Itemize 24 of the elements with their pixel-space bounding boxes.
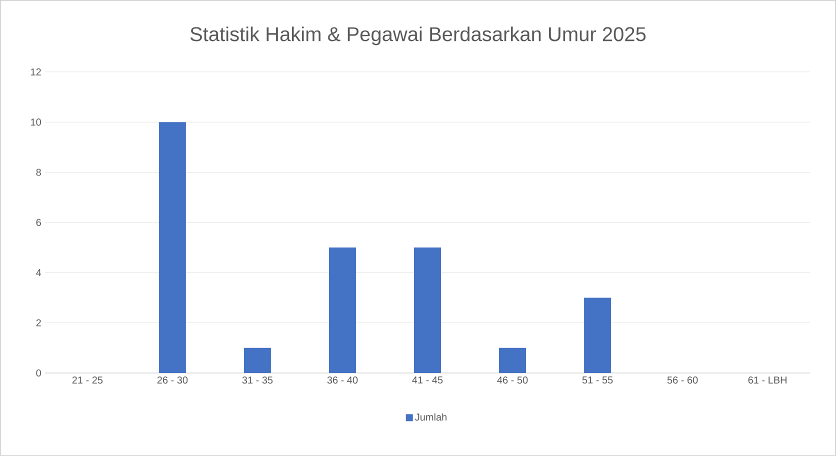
x-tick-label: 31 - 35 xyxy=(242,376,273,384)
y-tick-label: 12 xyxy=(31,68,41,76)
x-tick-label: 36 - 40 xyxy=(327,376,358,384)
x-tick-label: 26 - 30 xyxy=(157,376,188,384)
y-tick-label: 6 xyxy=(36,218,41,226)
legend-label: Jumlah xyxy=(415,413,446,421)
y-tick-label: 4 xyxy=(36,269,42,276)
x-tick-label: 51 - 55 xyxy=(582,376,613,384)
y-tick-label: 0 xyxy=(36,369,41,377)
x-tick-label: 41 - 45 xyxy=(412,376,443,384)
x-tick-label: 61 - LBH xyxy=(748,376,786,384)
y-tick-label: 10 xyxy=(31,118,41,126)
bar xyxy=(328,248,356,374)
bar xyxy=(158,122,186,374)
y-tick-label: 8 xyxy=(36,168,41,176)
chart-title: Statistik Hakim & Pegawai Berdasarkan Umur 2025 xyxy=(190,26,646,46)
bar xyxy=(499,348,526,374)
x-tick-label: 46 - 50 xyxy=(497,376,528,384)
bar xyxy=(244,348,271,374)
bar xyxy=(584,298,612,374)
x-tick-label: 56 - 60 xyxy=(667,376,698,384)
x-tick-label: 21 - 25 xyxy=(72,376,103,384)
y-tick-label: 2 xyxy=(36,319,41,326)
bar xyxy=(414,248,442,374)
